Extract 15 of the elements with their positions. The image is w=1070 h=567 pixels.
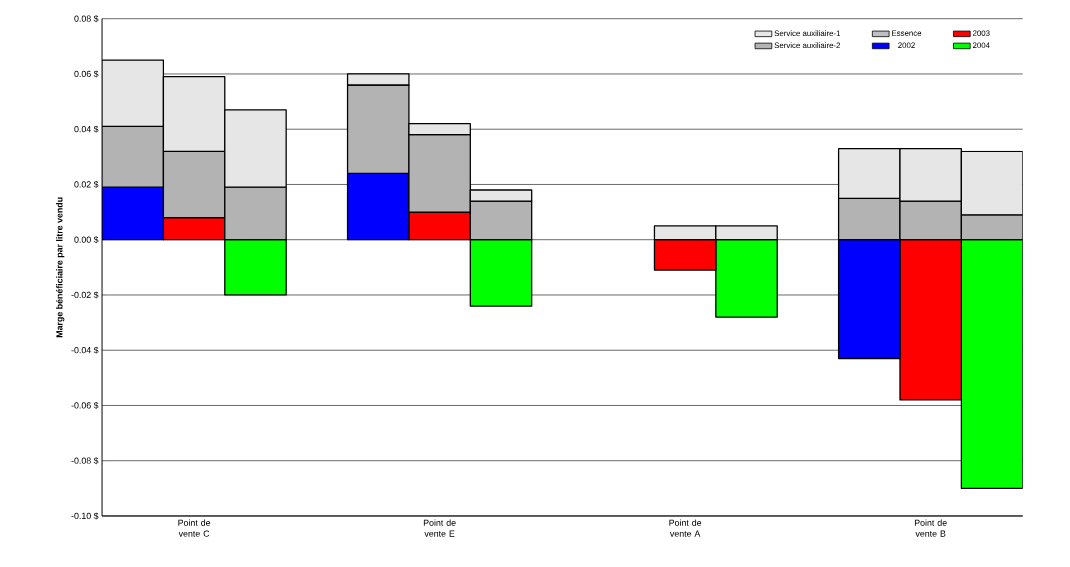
y-tick-label: -0.10 $ xyxy=(71,512,99,520)
y-tick-label: 0.02 $ xyxy=(74,180,99,188)
y-tick-label: 0.06 $ xyxy=(74,70,99,78)
y-tick-label: 0.00 $ xyxy=(74,236,99,244)
y-tick-label: -0.02 $ xyxy=(71,291,99,299)
x-tick-label: Point de vente C xyxy=(178,519,211,537)
x-tick-label: Point de vente E xyxy=(423,519,456,537)
x-tick-label: Point de vente B xyxy=(914,519,947,537)
y-tick-label: -0.04 $ xyxy=(71,346,99,354)
y-tick-label: 0.04 $ xyxy=(74,125,99,133)
y-axis-title: Marge bénéficiaire par litre vendu xyxy=(55,197,65,338)
y-tick-label: 0.08 $ xyxy=(74,15,99,23)
y-tick-label: -0.06 $ xyxy=(71,401,99,409)
y-tick-label: -0.08 $ xyxy=(71,457,99,465)
x-tick-label: Point de vente A xyxy=(669,519,702,537)
